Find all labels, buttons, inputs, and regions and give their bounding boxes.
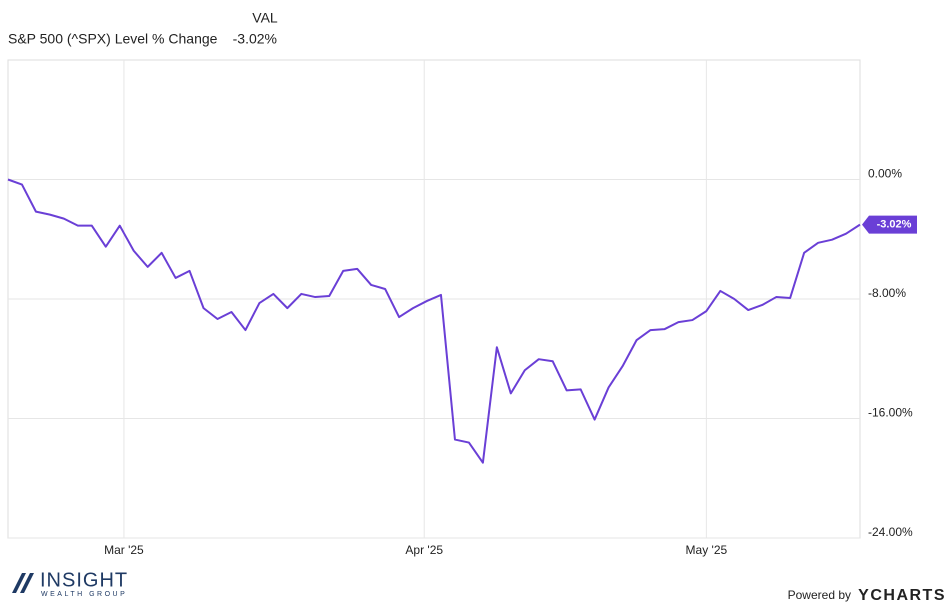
- logo-subtext: WEALTH GROUP: [41, 591, 127, 598]
- legend-value: -3.02%: [233, 31, 277, 47]
- logo-text: INSIGHT: [40, 569, 128, 591]
- x-tick-label: Mar '25: [104, 543, 144, 557]
- y-tick-label: -24.00%: [868, 525, 913, 539]
- logo-mark: [12, 573, 34, 593]
- end-tag: [862, 215, 917, 234]
- legend-label: S&P 500 (^SPX) Level % Change: [8, 31, 218, 47]
- powered-by: Powered by: [788, 588, 851, 602]
- end-label: -3.02%: [877, 219, 912, 231]
- line: [7, 178, 861, 464]
- y-tick-label: -8.00%: [868, 286, 906, 300]
- x-tick-label: Apr '25: [405, 543, 443, 557]
- y-tick-label: 0.00%: [868, 167, 902, 181]
- y-tick-label: -16.00%: [868, 406, 913, 420]
- brand: YCHARTS: [858, 587, 946, 604]
- logo: INSIGHT WEALTH GROUP: [12, 569, 128, 598]
- x-tick-label: May '25: [686, 543, 728, 557]
- legend-header: VAL: [252, 10, 278, 26]
